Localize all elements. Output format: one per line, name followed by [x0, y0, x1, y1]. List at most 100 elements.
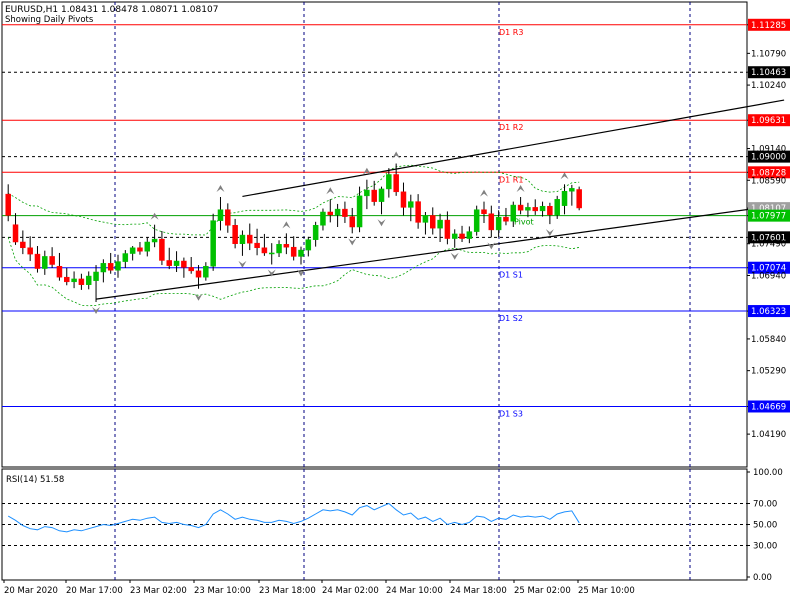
candle [495, 210, 502, 238]
price-axis-label: 1.09140 [751, 145, 786, 155]
candle [188, 257, 194, 274]
candle [400, 182, 407, 216]
candle [334, 203, 341, 227]
candle-body [64, 276, 70, 283]
candle-body [444, 219, 451, 239]
candle [56, 252, 63, 281]
candle-body [159, 238, 165, 261]
candle-body [181, 260, 187, 268]
candle [20, 230, 26, 255]
fractal-down-marker [267, 269, 276, 277]
price-axis-label: 1.06323 [751, 307, 786, 317]
price-tag-background [748, 18, 790, 31]
candle [532, 199, 538, 215]
candle [430, 207, 436, 235]
chart-subtitle: Showing Daily Pivots [5, 15, 94, 25]
candle [34, 246, 41, 273]
candle-body [320, 211, 326, 226]
candle [159, 231, 165, 266]
fractal-down-marker [194, 293, 203, 301]
candle [451, 229, 458, 248]
chart-symbol-label: EURUSD,H1 1.08431 1.08478 1.08071 1.0810… [5, 5, 219, 15]
candle [42, 250, 48, 275]
candle [378, 186, 385, 215]
candle-body [437, 219, 443, 229]
candle [576, 186, 582, 211]
price-axis-label: 1.11285 [751, 21, 786, 31]
candle [547, 202, 553, 225]
candle-body [85, 275, 92, 285]
channel-line [95, 203, 785, 300]
fractal-up-marker [216, 185, 225, 192]
candle-body [400, 191, 407, 208]
price-axis-label: 1.07601 [751, 233, 786, 243]
candle [517, 197, 524, 215]
time-axis-label: 20 Mar 2020 [4, 586, 58, 596]
candle-body [525, 207, 531, 211]
candle [268, 243, 275, 265]
candle [107, 252, 114, 274]
candle [122, 250, 129, 268]
candle-body [137, 247, 143, 252]
candle-body [290, 246, 297, 257]
candle-body [349, 216, 355, 228]
candle [129, 246, 136, 261]
price-axis-label: 1.06940 [751, 271, 786, 281]
candle [210, 213, 216, 271]
price-axis-label: 1.08728 [751, 168, 786, 178]
candle-body [210, 220, 216, 267]
candle-body [451, 233, 458, 239]
candle-body [415, 201, 421, 223]
candle-body [356, 195, 363, 228]
candle-body [569, 188, 575, 192]
candle [71, 271, 77, 289]
fractal-up-marker [560, 172, 569, 180]
price-axis-label: 1.05840 [751, 335, 786, 345]
candle-body [49, 256, 55, 265]
candle-body [5, 193, 11, 216]
time-axis-label: 25 Mar 10:00 [578, 586, 635, 596]
price-axis-label: 1.07977 [751, 212, 786, 222]
candle [137, 242, 143, 255]
rsi-line [7, 502, 580, 533]
price-axis-label: 1.10240 [751, 81, 786, 91]
candle [386, 168, 392, 198]
price-axis-label: 1.08107 [751, 204, 786, 214]
candle [115, 254, 121, 278]
rsi-axis-label: 50.00 [753, 521, 777, 531]
pivot-label: D1 R1 [499, 175, 523, 184]
candle-body [42, 256, 48, 269]
fractal-down-marker [487, 242, 496, 250]
rsi-label: RSI(14) 51.58 [6, 475, 64, 485]
candle [342, 201, 348, 223]
fractal-up-marker [392, 151, 401, 159]
channel-line [242, 99, 785, 198]
candle [276, 240, 282, 257]
price-axis-label: 1.09000 [751, 153, 786, 163]
time-axis-label: 24 Mar 10:00 [386, 586, 443, 596]
candle-body [481, 209, 487, 214]
candle-body [78, 278, 85, 285]
candle-body [115, 261, 121, 271]
candle-body [195, 270, 202, 278]
candle [12, 213, 19, 245]
candle-body [12, 224, 19, 243]
candle-body [408, 201, 414, 208]
price-axis-label: 1.05290 [751, 367, 786, 377]
candle-body [20, 241, 26, 249]
price-tag-background [748, 261, 790, 274]
fractal-up-marker [150, 212, 159, 220]
fractal-up-marker [362, 167, 371, 175]
lower-band-line [7, 237, 580, 307]
candle [93, 265, 99, 302]
fractal-down-marker [238, 260, 247, 268]
candle [254, 228, 260, 256]
candle-body [261, 247, 268, 254]
fractal-up-marker [326, 187, 335, 195]
candle [283, 233, 290, 255]
candle [393, 163, 399, 196]
candle [569, 184, 575, 206]
candle-body [27, 247, 33, 255]
fractal-down-marker [545, 229, 554, 237]
